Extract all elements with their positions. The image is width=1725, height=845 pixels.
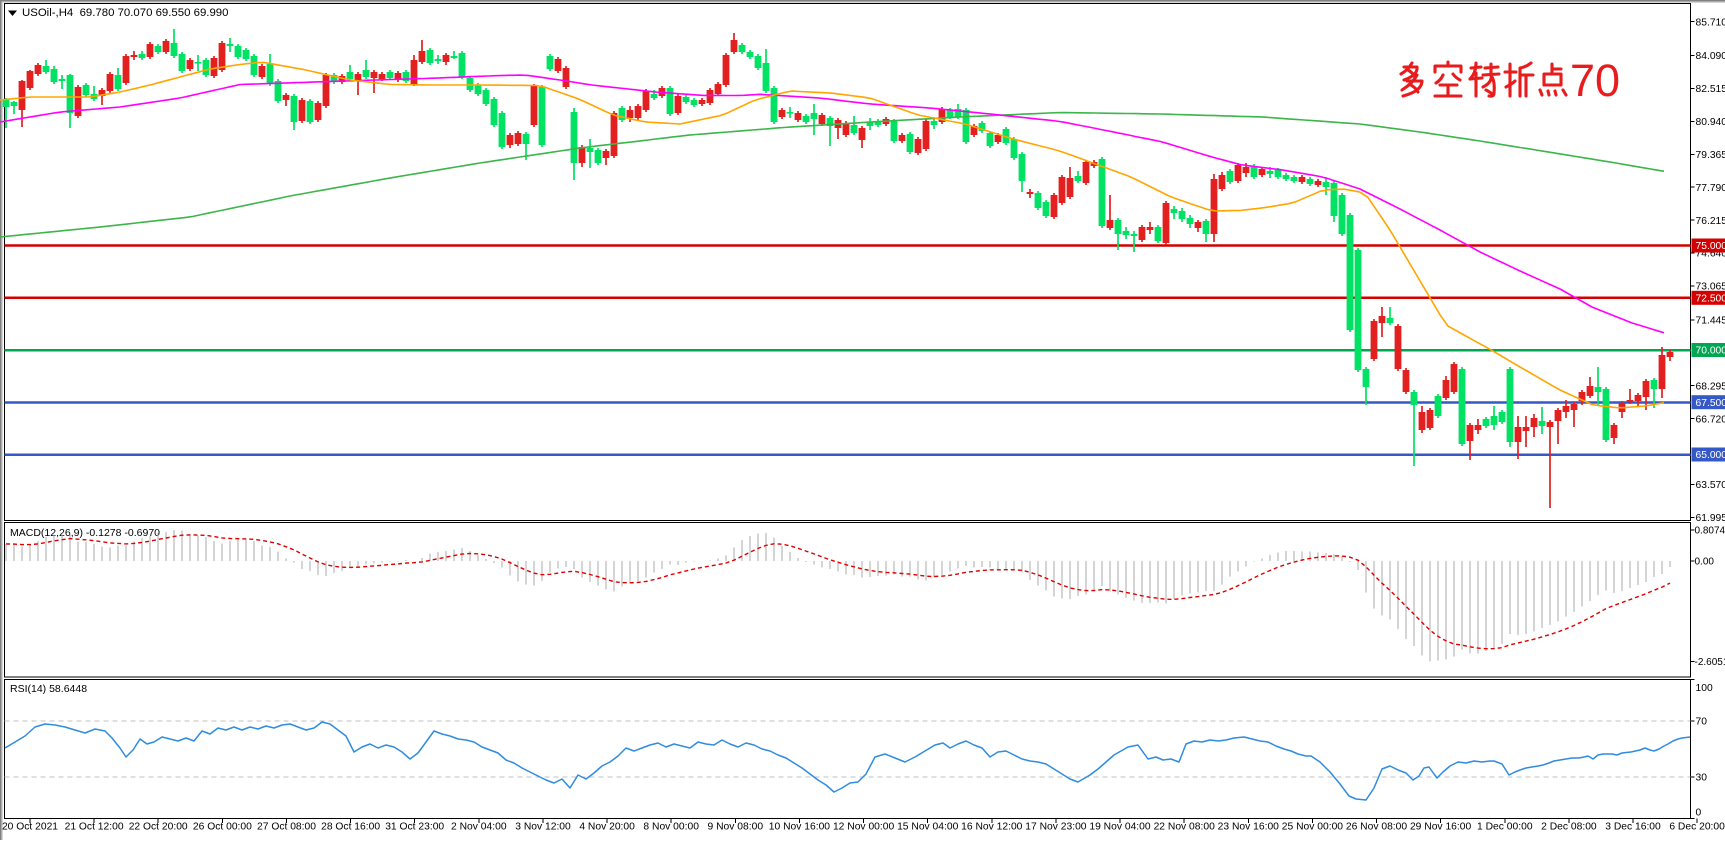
svg-text:63.570: 63.570 bbox=[1696, 480, 1725, 491]
svg-text:75.000: 75.000 bbox=[1696, 241, 1725, 252]
svg-text:19 Nov 04:00: 19 Nov 04:00 bbox=[1089, 822, 1151, 833]
svg-text:22 Oct 20:00: 22 Oct 20:00 bbox=[129, 822, 188, 833]
svg-text:6 Dec 20:00: 6 Dec 20:00 bbox=[1669, 822, 1725, 833]
svg-text:77.790: 77.790 bbox=[1696, 183, 1725, 194]
svg-text:21 Oct 12:00: 21 Oct 12:00 bbox=[65, 822, 124, 833]
svg-text:85.710: 85.710 bbox=[1696, 17, 1725, 28]
svg-text:26 Oct 00:00: 26 Oct 00:00 bbox=[193, 822, 252, 833]
svg-text:80.940: 80.940 bbox=[1696, 117, 1725, 128]
svg-text:RSI(14) 58.6448: RSI(14) 58.6448 bbox=[10, 683, 87, 695]
svg-text:17 Nov 23:00: 17 Nov 23:00 bbox=[1025, 822, 1087, 833]
svg-text:23 Nov 16:00: 23 Nov 16:00 bbox=[1218, 822, 1280, 833]
svg-text:82.515: 82.515 bbox=[1696, 84, 1725, 95]
svg-text:84.090: 84.090 bbox=[1696, 51, 1725, 62]
svg-text:79.365: 79.365 bbox=[1696, 150, 1725, 161]
svg-text:31 Oct 23:00: 31 Oct 23:00 bbox=[385, 822, 444, 833]
svg-text:66.720: 66.720 bbox=[1696, 414, 1725, 425]
svg-text:3 Dec 16:00: 3 Dec 16:00 bbox=[1605, 822, 1661, 833]
svg-text:68.295: 68.295 bbox=[1696, 381, 1725, 392]
svg-text:70.000: 70.000 bbox=[1696, 346, 1725, 357]
svg-text:70: 70 bbox=[1570, 55, 1620, 106]
svg-text:0.00: 0.00 bbox=[1695, 557, 1715, 568]
svg-text:26 Nov 08:00: 26 Nov 08:00 bbox=[1346, 822, 1408, 833]
svg-text:15 Nov 04:00: 15 Nov 04:00 bbox=[897, 822, 959, 833]
svg-text:70: 70 bbox=[1696, 717, 1708, 728]
svg-text:28 Oct 16:00: 28 Oct 16:00 bbox=[321, 822, 380, 833]
svg-text:72.500: 72.500 bbox=[1696, 293, 1725, 304]
svg-text:100: 100 bbox=[1696, 683, 1713, 694]
svg-text:67.500: 67.500 bbox=[1696, 398, 1725, 409]
svg-text:65.000: 65.000 bbox=[1696, 450, 1725, 461]
svg-text:25 Nov 00:00: 25 Nov 00:00 bbox=[1282, 822, 1344, 833]
svg-text:61.995: 61.995 bbox=[1696, 513, 1725, 524]
svg-text:3 Nov 12:00: 3 Nov 12:00 bbox=[515, 822, 571, 833]
svg-text:8 Nov 00:00: 8 Nov 00:00 bbox=[643, 822, 699, 833]
svg-text:2 Nov 04:00: 2 Nov 04:00 bbox=[451, 822, 507, 833]
svg-text:0: 0 bbox=[1696, 808, 1702, 819]
svg-text:20 Oct 2021: 20 Oct 2021 bbox=[2, 822, 58, 833]
svg-text:2 Dec 08:00: 2 Dec 08:00 bbox=[1541, 822, 1597, 833]
svg-text:4 Nov 20:00: 4 Nov 20:00 bbox=[579, 822, 635, 833]
svg-text:1 Dec 00:00: 1 Dec 00:00 bbox=[1477, 822, 1533, 833]
svg-text:76.215: 76.215 bbox=[1696, 216, 1725, 227]
svg-text:16 Nov 12:00: 16 Nov 12:00 bbox=[961, 822, 1023, 833]
svg-text:22 Nov 08:00: 22 Nov 08:00 bbox=[1154, 822, 1216, 833]
svg-text:71.445: 71.445 bbox=[1696, 316, 1725, 327]
svg-text:MACD(12,26,9) -0.1278 -0.6970: MACD(12,26,9) -0.1278 -0.6970 bbox=[10, 527, 160, 539]
svg-text:27 Oct 08:00: 27 Oct 08:00 bbox=[257, 822, 316, 833]
svg-text:30: 30 bbox=[1696, 773, 1708, 784]
svg-text:12 Nov 00:00: 12 Nov 00:00 bbox=[833, 822, 895, 833]
svg-text:0.8074: 0.8074 bbox=[1695, 526, 1725, 537]
svg-text:USOil-,H4 69.780 70.070 69.55: USOil-,H4 69.780 70.070 69.550 69.990 bbox=[22, 7, 228, 19]
svg-text:10 Nov 16:00: 10 Nov 16:00 bbox=[769, 822, 831, 833]
svg-text:9 Nov 08:00: 9 Nov 08:00 bbox=[708, 822, 764, 833]
svg-text:29 Nov 16:00: 29 Nov 16:00 bbox=[1410, 822, 1472, 833]
